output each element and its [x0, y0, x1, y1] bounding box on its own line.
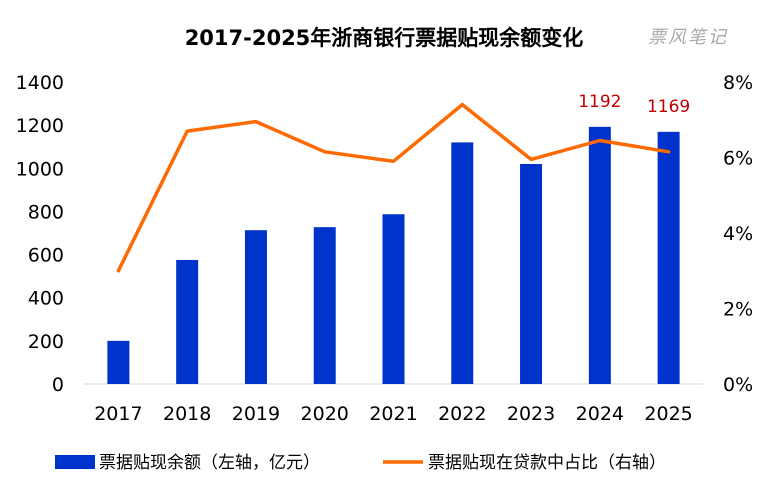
y-left-tick-label: 800 — [28, 201, 64, 223]
y-right-tick-label: 6% — [723, 148, 753, 170]
x-tick-label: 2018 — [163, 403, 211, 425]
chart-title: 2017-2025年浙商银行票据贴现余额变化 — [185, 26, 584, 50]
y-left-tick-label: 600 — [28, 245, 64, 267]
bar — [176, 259, 199, 384]
data-label: 1169 — [647, 97, 690, 117]
x-tick-label: 2023 — [507, 403, 555, 425]
y-right-tick-label: 2% — [723, 299, 753, 321]
line-point — [185, 129, 189, 133]
x-tick-label: 2024 — [576, 403, 624, 425]
line-point — [323, 150, 327, 154]
data-label: 1192 — [578, 92, 621, 112]
x-tick-label: 2025 — [644, 403, 692, 425]
legend-line-label: 票据贴现在贷款中占比（右轴） — [428, 453, 666, 473]
y-left-tick-label: 1200 — [16, 115, 64, 137]
bar — [107, 340, 130, 384]
line-point — [460, 103, 464, 107]
line-point — [667, 150, 671, 154]
watermark: 票风笔记 — [648, 27, 728, 48]
bar — [657, 131, 680, 384]
x-tick-label: 2022 — [438, 403, 486, 425]
bar — [382, 214, 405, 384]
line-point — [116, 269, 120, 273]
x-tick-label: 2020 — [301, 403, 349, 425]
x-tick-label: 2021 — [369, 403, 417, 425]
bar — [588, 126, 611, 385]
y-left-tick-label: 1000 — [16, 158, 64, 180]
bar — [244, 230, 267, 384]
line-point — [392, 159, 395, 163]
y-right-tick-label: 8% — [723, 72, 753, 94]
plot-area: 0 200 400 600 800 1000 1200 1400 0% 2% 4% 6% 8% 2017 2… — [16, 72, 754, 425]
x-tick-label: 2017 — [94, 403, 142, 425]
y-left-tick-label: 400 — [28, 288, 64, 310]
legend-bar-swatch — [55, 455, 95, 469]
y-left-tick-label: 0 — [52, 374, 64, 396]
y-right-tick-label: 0% — [723, 374, 753, 396]
bar — [520, 163, 543, 384]
bar — [313, 227, 336, 384]
y-left-tick-label: 1400 — [16, 72, 64, 94]
line-point — [598, 139, 602, 143]
bar — [451, 142, 474, 384]
y-left-tick-label: 200 — [28, 331, 64, 353]
line-point — [529, 157, 533, 161]
legend-bar-label: 票据贴现余额（左轴，亿元） — [99, 453, 320, 473]
legend: 票据贴现余额（左轴，亿元） 票据贴现在贷款中占比（右轴） — [55, 453, 666, 473]
line-point — [254, 120, 258, 124]
x-tick-label: 2019 — [232, 403, 280, 425]
y-right-tick-label: 4% — [723, 223, 753, 245]
